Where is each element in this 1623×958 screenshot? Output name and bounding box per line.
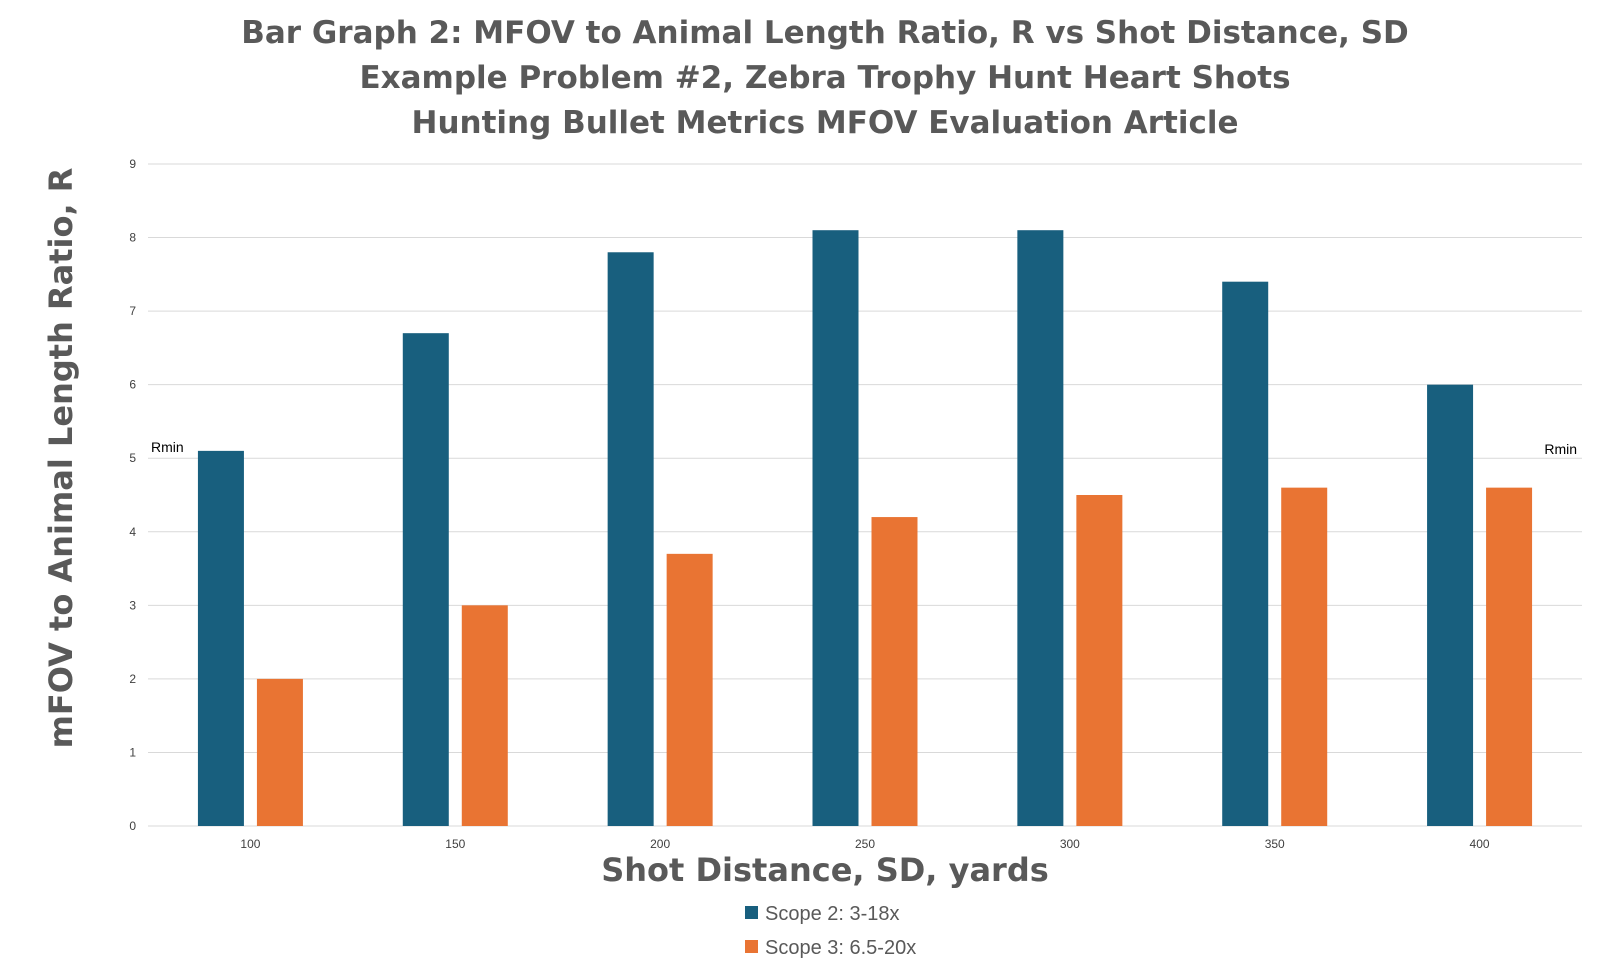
x-tick-label: 100 (240, 837, 260, 851)
bar-scope-3-200[interactable] (666, 553, 713, 826)
bar-scope-3-100[interactable] (256, 678, 303, 826)
legend-item-scope-3[interactable]: Scope 3: 6.5-20x (745, 937, 916, 958)
legend-item-scope-2[interactable]: Scope 2: 3-18x (745, 903, 900, 925)
y-tick-label: 8 (129, 231, 136, 245)
bar-scope-3-300[interactable] (1076, 495, 1123, 826)
legend-label-scope-3: Scope 3: 6.5-20x (765, 937, 916, 958)
y-tick-label: 5 (129, 451, 136, 465)
bar-scope-2-100[interactable] (197, 450, 244, 826)
x-tick-label: 400 (1470, 837, 1490, 851)
x-tick-label: 200 (650, 837, 670, 851)
x-tick-label: 350 (1265, 837, 1285, 851)
y-tick-label: 1 (129, 745, 136, 759)
bar-scope-3-250[interactable] (871, 517, 918, 826)
y-tick-label: 6 (129, 378, 136, 392)
bar-scope-2-250[interactable] (812, 230, 859, 826)
y-tick-label: 4 (129, 525, 136, 539)
gridlines (148, 163, 1582, 827)
legend-swatch-scope-3 (745, 940, 758, 953)
legend: Scope 2: 3-18x Scope 3: 6.5-20x (745, 903, 916, 958)
legend-swatch-scope-2 (745, 906, 758, 919)
y-tick-label: 9 (129, 157, 136, 171)
y-tick-label: 2 (129, 672, 136, 686)
y-tick-label: 7 (129, 304, 136, 318)
y-axis-title: mFOV to Animal Length Ratio, R (42, 168, 80, 749)
bar-scope-3-400[interactable] (1486, 487, 1533, 826)
bar-scope-2-400[interactable] (1427, 384, 1474, 826)
rmin-label-left: Rmin (151, 439, 184, 455)
x-tick-label: 250 (855, 837, 875, 851)
x-tick-label: 300 (1060, 837, 1080, 851)
bar-scope-2-350[interactable] (1222, 281, 1269, 826)
title-line-2: Example Problem #2, Zebra Trophy Hunt He… (359, 60, 1290, 96)
y-tick-label: 3 (129, 598, 136, 612)
chart-title: Bar Graph 2: MFOV to Animal Length Ratio… (241, 15, 1409, 141)
y-tick-labels: 0 1 2 3 4 5 6 7 8 9 (129, 157, 136, 833)
x-axis-title: Shot Distance, SD, yards (601, 851, 1049, 889)
title-line-1: Bar Graph 2: MFOV to Animal Length Ratio… (241, 15, 1409, 51)
y-tick-label: 0 (129, 819, 136, 833)
bar-scope-2-200[interactable] (607, 252, 654, 826)
bar-scope-3-350[interactable] (1281, 487, 1328, 826)
rmin-label-right: Rmin (1544, 441, 1577, 457)
title-line-3: Hunting Bullet Metrics MFOV Evaluation A… (412, 105, 1239, 141)
bar-scope-2-150[interactable] (402, 333, 449, 826)
bar-scope-2-300[interactable] (1017, 230, 1064, 826)
bar-scope-3-150[interactable] (461, 605, 508, 826)
legend-label-scope-2: Scope 2: 3-18x (765, 903, 900, 925)
x-tick-labels: 100 150 200 250 300 350 400 (240, 837, 1489, 851)
x-tick-label: 150 (445, 837, 465, 851)
bars (197, 230, 1533, 826)
